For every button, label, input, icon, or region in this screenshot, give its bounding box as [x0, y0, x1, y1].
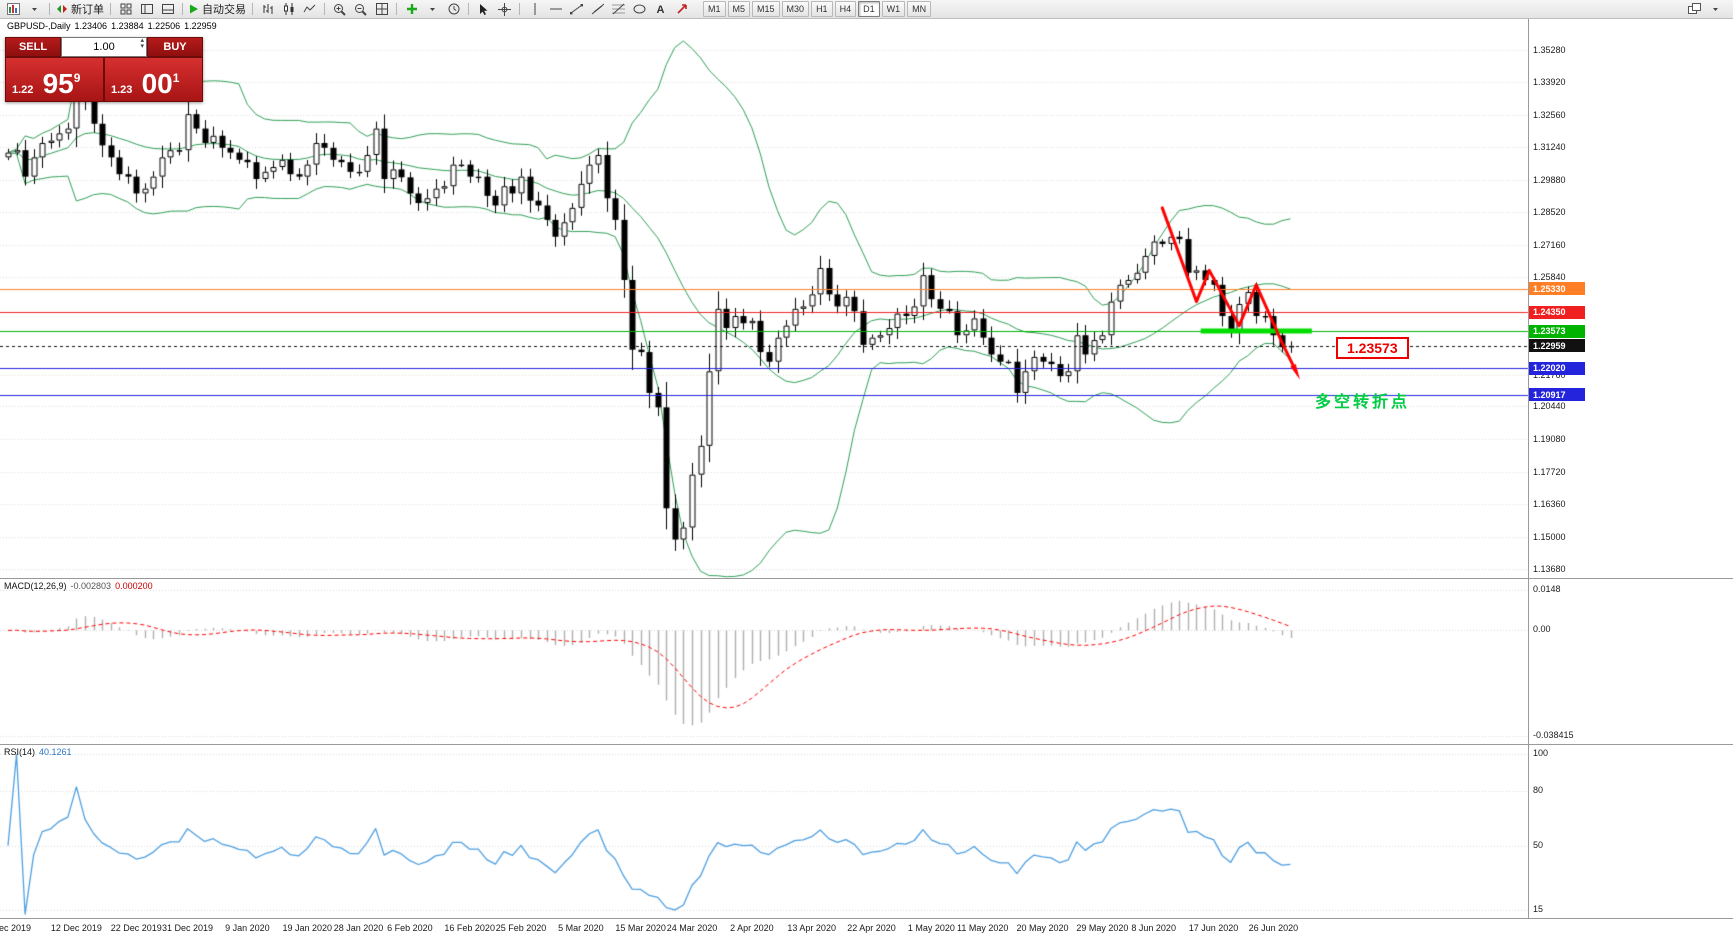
- toolbar: 新订单 自动交易 A M1 M5 M15 M30 H1 H4 D1 W1 MN: [0, 0, 1733, 19]
- new-order-button-label: 新订单: [71, 4, 104, 16]
- price-chart-canvas[interactable]: [0, 18, 1733, 578]
- sell-price-sup: 9: [73, 71, 81, 85]
- timeframe-m1[interactable]: M1: [703, 1, 726, 17]
- volume-input[interactable]: 1.00 ▴ ▾: [61, 37, 147, 57]
- date-tick-label: 16 Feb 2020: [444, 923, 495, 933]
- toolbar-separator: [468, 3, 469, 15]
- date-tick-label: 2 Dec 2019: [0, 923, 32, 933]
- toolbar-separator: [396, 3, 397, 15]
- periods-button[interactable]: [443, 1, 464, 17]
- new-chart-button[interactable]: [3, 1, 24, 17]
- toolbar-separator: [252, 3, 253, 15]
- buy-price-display[interactable]: 1.23 00 1: [105, 58, 202, 101]
- timeframe-h1[interactable]: H1: [811, 1, 833, 17]
- vertical-line-tool[interactable]: [524, 1, 545, 17]
- date-tick-label: 31 Dec 2019: [162, 923, 214, 933]
- zoom-out-button[interactable]: [350, 1, 371, 17]
- buy-button[interactable]: BUY: [147, 37, 203, 57]
- price-axis[interactable]: [1529, 18, 1609, 918]
- date-tick-label: 22 Apr 2020: [847, 923, 896, 933]
- date-tick-label: 1 May 2020: [907, 923, 955, 933]
- tile-windows-button[interactable]: [371, 1, 392, 17]
- crosshair-tool[interactable]: [494, 1, 515, 17]
- date-tick-label: 19 Jan 2020: [282, 923, 333, 933]
- date-tick-label: 15 Mar 2020: [615, 923, 666, 933]
- new-order-button[interactable]: 新订单: [54, 1, 106, 17]
- rsi-panel: RSI(14) 40.1261: [0, 744, 1733, 919]
- svg-text:A: A: [657, 4, 665, 15]
- toolbar-separator: [324, 3, 325, 15]
- date-tick-label: 17 Jun 2020: [1188, 923, 1239, 933]
- date-tick-label: 24 Mar 2020: [666, 923, 718, 933]
- toolbar-separator: [519, 3, 520, 15]
- date-tick-label: 13 Apr 2020: [787, 923, 836, 933]
- date-tick-label: 11 May 2020: [957, 923, 1009, 933]
- macd-canvas[interactable]: [0, 579, 1733, 745]
- timeframe-h4[interactable]: H4: [834, 1, 857, 17]
- zoom-in-button[interactable]: [329, 1, 350, 17]
- date-tick-label: 2 Apr 2020: [730, 923, 774, 933]
- date-tick-label: 5 Mar 2020: [558, 923, 604, 933]
- toolbar-right-group: [1684, 1, 1726, 17]
- volume-decrease-button[interactable]: ▾: [140, 43, 144, 50]
- timeframe-m5[interactable]: M5: [727, 1, 751, 17]
- date-tick-label: 20 May 2020: [1016, 923, 1069, 933]
- channel-tool[interactable]: [587, 1, 608, 17]
- date-tick-label: 26 Jun 2020: [1248, 923, 1299, 933]
- sell-price-display[interactable]: 1.22 95 9: [6, 58, 103, 101]
- chart-candles-button[interactable]: [278, 1, 299, 17]
- market-watch-button[interactable]: [115, 1, 136, 17]
- price-chart-panel: GBPUSD-,Daily 1.23406 1.23884 1.22506 1.…: [0, 18, 1733, 578]
- shapes-tool[interactable]: [629, 1, 650, 17]
- sell-button[interactable]: SELL: [5, 37, 61, 57]
- chart-profiles-dropdown[interactable]: [24, 1, 45, 17]
- sell-price-main: 1.22: [12, 84, 34, 96]
- date-tick-label: 28 Jan 2020: [333, 923, 384, 933]
- toolbar-separator: [49, 3, 50, 15]
- macd-panel: MACD(12,26,9) -0.002803 0.000200: [0, 578, 1733, 745]
- date-tick-label: 22 Dec 2019: [110, 923, 162, 933]
- arrows-tool[interactable]: [671, 1, 692, 17]
- text-tool[interactable]: A: [650, 1, 671, 17]
- trendline-tool[interactable]: [566, 1, 587, 17]
- chart-bars-button[interactable]: [257, 1, 278, 17]
- volume-value: 1.00: [93, 41, 115, 53]
- timeframe-m15[interactable]: M15: [752, 1, 780, 17]
- buy-price-main: 1.23: [111, 84, 133, 96]
- date-tick-label: 6 Feb 2020: [387, 923, 433, 933]
- timeframe-mn[interactable]: MN: [907, 1, 932, 17]
- sell-price-big: 95: [42, 68, 74, 99]
- rsi-canvas[interactable]: [0, 745, 1733, 919]
- timeframe-m30[interactable]: M30: [781, 1, 810, 17]
- toolbar-more-dropdown[interactable]: [1705, 1, 1726, 17]
- horizontal-line-tool[interactable]: [545, 1, 566, 17]
- timeframe-d1[interactable]: D1: [858, 1, 880, 17]
- one-click-trading-panel: SELL 1.00 ▴ ▾ BUY 1.22 95 9 1.23: [5, 37, 203, 102]
- autotrading-button-label: 自动交易: [202, 4, 246, 16]
- cursor-tool[interactable]: [473, 1, 494, 17]
- window-layout-button[interactable]: [1684, 1, 1705, 17]
- timeframe-group: M1 M5 M15 M30 H1 H4 D1 W1 MN: [702, 1, 932, 17]
- autotrading-button[interactable]: 自动交易: [187, 1, 248, 17]
- date-tick-label: 9 Jan 2020: [225, 923, 270, 933]
- date-tick-label: 29 May 2020: [1076, 923, 1129, 933]
- buy-price-big: 00: [141, 68, 173, 99]
- date-tick-label: 12 Dec 2019: [50, 923, 102, 933]
- timeframe-w1[interactable]: W1: [881, 1, 906, 17]
- toolbar-separator: [182, 3, 183, 15]
- terminal-button[interactable]: [157, 1, 178, 17]
- toolbar-separator: [110, 3, 111, 15]
- volume-increase-button[interactable]: ▴: [140, 37, 144, 44]
- fibonacci-tool[interactable]: [608, 1, 629, 17]
- date-tick-label: 8 Jun 2020: [1131, 923, 1176, 933]
- date-tick-label: 25 Feb 2020: [495, 923, 547, 933]
- navigator-button[interactable]: [136, 1, 157, 17]
- chart-line-button[interactable]: [299, 1, 320, 17]
- buy-price-sup: 1: [172, 71, 180, 85]
- indicators-dropdown[interactable]: [422, 1, 443, 17]
- indicators-button[interactable]: [401, 1, 422, 17]
